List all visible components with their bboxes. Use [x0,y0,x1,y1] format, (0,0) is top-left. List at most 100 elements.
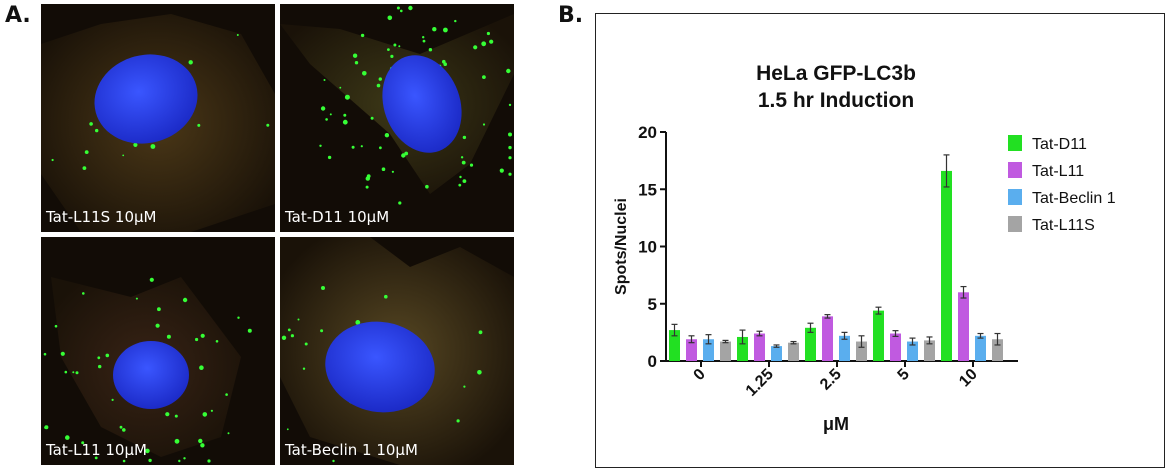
bar [788,342,799,361]
lc3-punctum [469,163,474,167]
lc3-punctum [400,9,403,13]
lc3-punctum [428,48,433,52]
lc3-punctum [398,201,402,205]
lc3-punctum [376,83,381,88]
nucleus [325,321,435,413]
lc3-punctum [75,371,79,375]
lc3-punctum [281,335,287,340]
lc3-punctum [398,45,401,48]
micrograph-image [280,4,514,232]
legend-swatch [1008,189,1022,205]
lc3-punctum [460,156,464,159]
lc3-punctum [391,170,394,173]
lc3-punctum [401,153,406,158]
y-tick-label: 20 [638,123,657,142]
lc3-punctum [236,34,239,36]
chart-title-line: 1.5 hr Induction [758,89,914,112]
bar [924,340,935,361]
lc3-punctum [150,144,156,149]
lc3-punctum [332,459,335,463]
lc3-punctum [508,156,512,160]
x-tick-label: 0 [691,366,709,384]
lc3-punctum [210,409,213,412]
lc3-punctum [362,71,367,76]
lc3-punctum [499,168,504,173]
lc3-punctum [202,412,208,417]
chart-frame: HeLa GFP-LC3b 1.5 hr Induction 0 5 10 15 20 Spo… [595,13,1165,468]
lc3-punctum [355,320,361,325]
lc3-punctum [508,132,512,137]
lc3-punctum [390,54,394,59]
lc3-punctum [387,15,393,21]
y-axis-label: Spots/Nuclei [613,198,630,295]
lc3-punctum [122,154,125,157]
lc3-punctum [384,133,390,138]
lc3-punctum [200,443,205,448]
lc3-punctum [81,441,85,445]
lc3-punctum [473,45,478,50]
lc3-punctum [207,459,211,463]
bar [890,333,901,361]
lc3-punctum [297,318,300,321]
lc3-punctum [379,146,382,150]
lc3-punctum [247,328,252,333]
lc3-punctum [237,316,240,319]
lc3-punctum [422,39,426,43]
lc3-punctum [482,123,486,126]
bar [805,327,816,361]
nucleus [94,54,198,144]
lc3-punctum [302,367,306,370]
lc3-punctum [508,145,512,150]
lc3-punctum [304,342,308,346]
lc3-punctum [352,53,358,58]
lc3-punctum [174,438,180,444]
lc3-punctum [197,123,201,127]
bar [958,292,969,361]
lc3-punctum [329,113,332,116]
lc3-punctum [486,31,490,36]
bar [941,170,952,361]
lc3-punctum [135,297,138,300]
lc3-punctum [339,86,342,89]
lc3-punctum [408,5,413,11]
lc3-punctum [404,151,409,156]
lc3-punctum [227,432,230,435]
lc3-punctum [215,340,219,343]
lc3-punctum [342,119,348,125]
bar [839,335,850,361]
micrograph-image [41,4,275,232]
x-axis-label: μM [823,414,849,434]
lc3-punctum [122,459,126,463]
panel-b-label: B. [558,3,584,28]
lc3-punctum [149,277,154,282]
lc3-punctum [321,286,325,290]
lc3-punctum [165,412,170,417]
lc3-punctum [459,175,462,179]
bar [771,346,782,361]
legend-label: Tat-L11S [1032,217,1095,234]
lc3-punctum [432,27,437,32]
lc3-punctum [393,43,397,47]
lc3-punctum [462,179,467,184]
lc3-punctum [360,145,363,148]
lc3-punctum [188,60,193,65]
micrograph-tat-l11s: Tat-L11S 10μM [41,4,275,232]
lc3-punctum [286,428,289,431]
lc3-punctum [478,330,483,335]
lc3-punctum [365,185,369,189]
lc3-punctum [148,458,152,463]
lc3-punctum [370,116,374,120]
lc3-punctum [225,393,228,396]
lc3-punctum [198,438,203,444]
lc3-punctum [482,75,486,79]
bar [669,330,680,361]
lc3-punctum [354,61,359,65]
lc3-punctum [111,398,114,401]
lc3-punctum [458,183,462,187]
lc3-punctum [454,19,457,23]
micrograph-label: Tat-D11 10μM [285,208,390,226]
lc3-punctum [320,329,324,333]
lc3-punctum [425,184,429,189]
lc3-punctum [378,77,382,81]
lc3-punctum [456,419,460,423]
